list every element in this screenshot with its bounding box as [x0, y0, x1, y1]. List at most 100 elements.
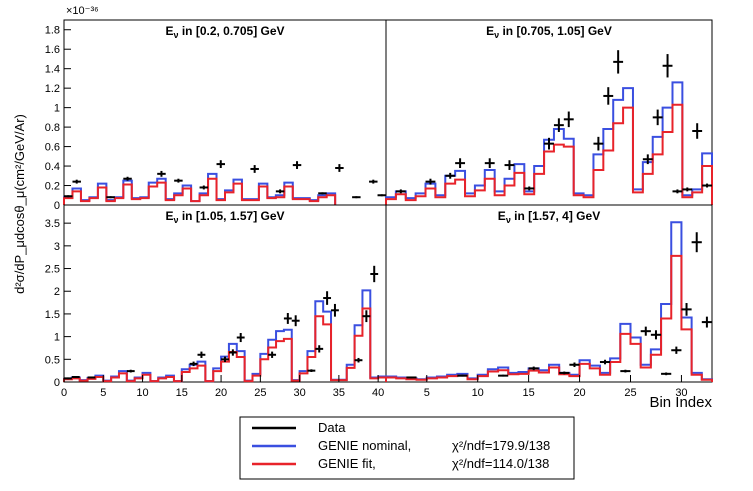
data-point [395, 189, 406, 194]
data-point [189, 361, 198, 367]
data-point [650, 330, 662, 340]
panel-top-right: Eν in [0.705, 1.05] GeV [385, 19, 713, 206]
data-point [362, 310, 371, 323]
data-point [250, 165, 259, 173]
y-tick-label: 1.8 [45, 25, 60, 37]
y-tick-label: 2 [54, 286, 60, 298]
x-tick-label: 20 [215, 387, 227, 399]
y-tick-label: 1 [54, 332, 60, 344]
data-point [318, 192, 327, 195]
panel-top-left: Eν in [0.2, 0.705] GeV 0 0.2 0.4 0.6 0.8 1 1.2 1… [45, 19, 387, 212]
data-point [569, 362, 580, 368]
data-point [702, 183, 712, 188]
genie-fit-histogram [385, 103, 713, 205]
x-tick-label: 0 [61, 387, 67, 399]
y-tick-label: 2.5 [45, 264, 60, 276]
data-point [544, 137, 554, 150]
data-point [524, 186, 535, 191]
y-tick-label: 0.8 [45, 122, 60, 134]
y-tick-label: 1 [54, 103, 60, 115]
x-tick-label: 30 [675, 387, 687, 399]
data-point [406, 376, 417, 379]
y-tick-label: 0 [54, 377, 60, 389]
data-point [640, 326, 651, 336]
data-point [370, 265, 379, 283]
data-point [662, 54, 673, 78]
y-tick-label: 1.5 [45, 309, 60, 321]
x-tick-label: 30 [293, 387, 305, 399]
data-point [455, 158, 466, 168]
data-point [268, 351, 277, 358]
legend-chi2: χ²/ndf=179.9/138 [452, 438, 550, 453]
data-point [620, 369, 631, 373]
data-point [221, 356, 229, 363]
data-point [199, 185, 209, 190]
data-point [354, 357, 363, 363]
data-point [559, 371, 570, 375]
data-point [445, 172, 456, 179]
data-point [599, 359, 611, 365]
x-tick-label: 20 [573, 387, 585, 399]
data-point [484, 158, 495, 168]
data-point [642, 154, 653, 165]
data-point [682, 187, 693, 192]
data-point [291, 315, 300, 327]
genie-fit-histogram [63, 177, 337, 205]
y-tick-label: 3 [54, 241, 60, 253]
data-point [72, 179, 81, 184]
x-tick-label: 40 [372, 387, 384, 399]
x-tick-label: 25 [624, 387, 636, 399]
data-point [498, 374, 509, 377]
data-point [425, 178, 436, 185]
data-point [315, 345, 324, 353]
legend: Data GENIE nominal, χ²/ndf=179.9/138 GENIE … [239, 416, 575, 480]
data-point [87, 376, 96, 379]
panel-frame [385, 204, 713, 383]
x-axis-label: Bin Index [649, 394, 712, 411]
data-point [681, 303, 692, 316]
data-point [692, 123, 703, 139]
y-axis-label: d²σ/dP_μdcosθ_μ(cm²/GeV/Ar) [12, 114, 27, 294]
x-tick-label: 15 [523, 387, 535, 399]
data-point [352, 196, 361, 199]
y-tick-label: 1.6 [45, 44, 60, 56]
data-point [652, 109, 663, 126]
y-tick-label: 0.5 [45, 354, 60, 366]
data-point [528, 366, 539, 371]
data-point [593, 136, 604, 151]
data-point [64, 195, 73, 198]
x-tick-label: 10 [136, 387, 148, 399]
x-tick-label: 15 [176, 387, 188, 399]
panel-title: Eν in [1.05, 1.57] GeV [165, 209, 284, 225]
data-point [504, 160, 515, 170]
x-tick-label: 10 [472, 387, 484, 399]
y-exponent-label: ×10⁻³⁶ [66, 5, 99, 17]
data-point [283, 313, 292, 324]
data-point [228, 349, 237, 356]
legend-label: GENIE fit, [318, 456, 376, 471]
data-point [236, 332, 245, 343]
genie-fit-histogram [385, 254, 713, 382]
panel-frame [63, 19, 387, 206]
data-point [369, 179, 378, 184]
data-point [307, 369, 316, 373]
panel-title: Eν in [0.2, 0.705] GeV [165, 24, 284, 40]
x-tick-label: 25 [254, 387, 266, 399]
panel-bottom-left: Eν in [1.05, 1.57] GeV 0 0.5 1 1.5 2 2.5 3 3.5 0 5… [45, 204, 387, 399]
data-point [71, 376, 80, 379]
data-point [64, 377, 72, 380]
data-point [123, 176, 132, 181]
x-tick-label: 35 [333, 387, 345, 399]
genie-nominal-histogram [63, 289, 387, 383]
data-point [157, 170, 166, 177]
data-point [377, 194, 386, 197]
legend-chi2: χ²/ndf=114.0/138 [452, 456, 549, 471]
data-point [661, 372, 672, 376]
data-point [335, 164, 344, 172]
genie-fit-histogram [63, 307, 387, 383]
legend-label: GENIE nominal, [318, 438, 411, 453]
y-tick-label: 0.4 [45, 161, 60, 173]
data-point [197, 351, 206, 358]
data-point [292, 161, 302, 169]
